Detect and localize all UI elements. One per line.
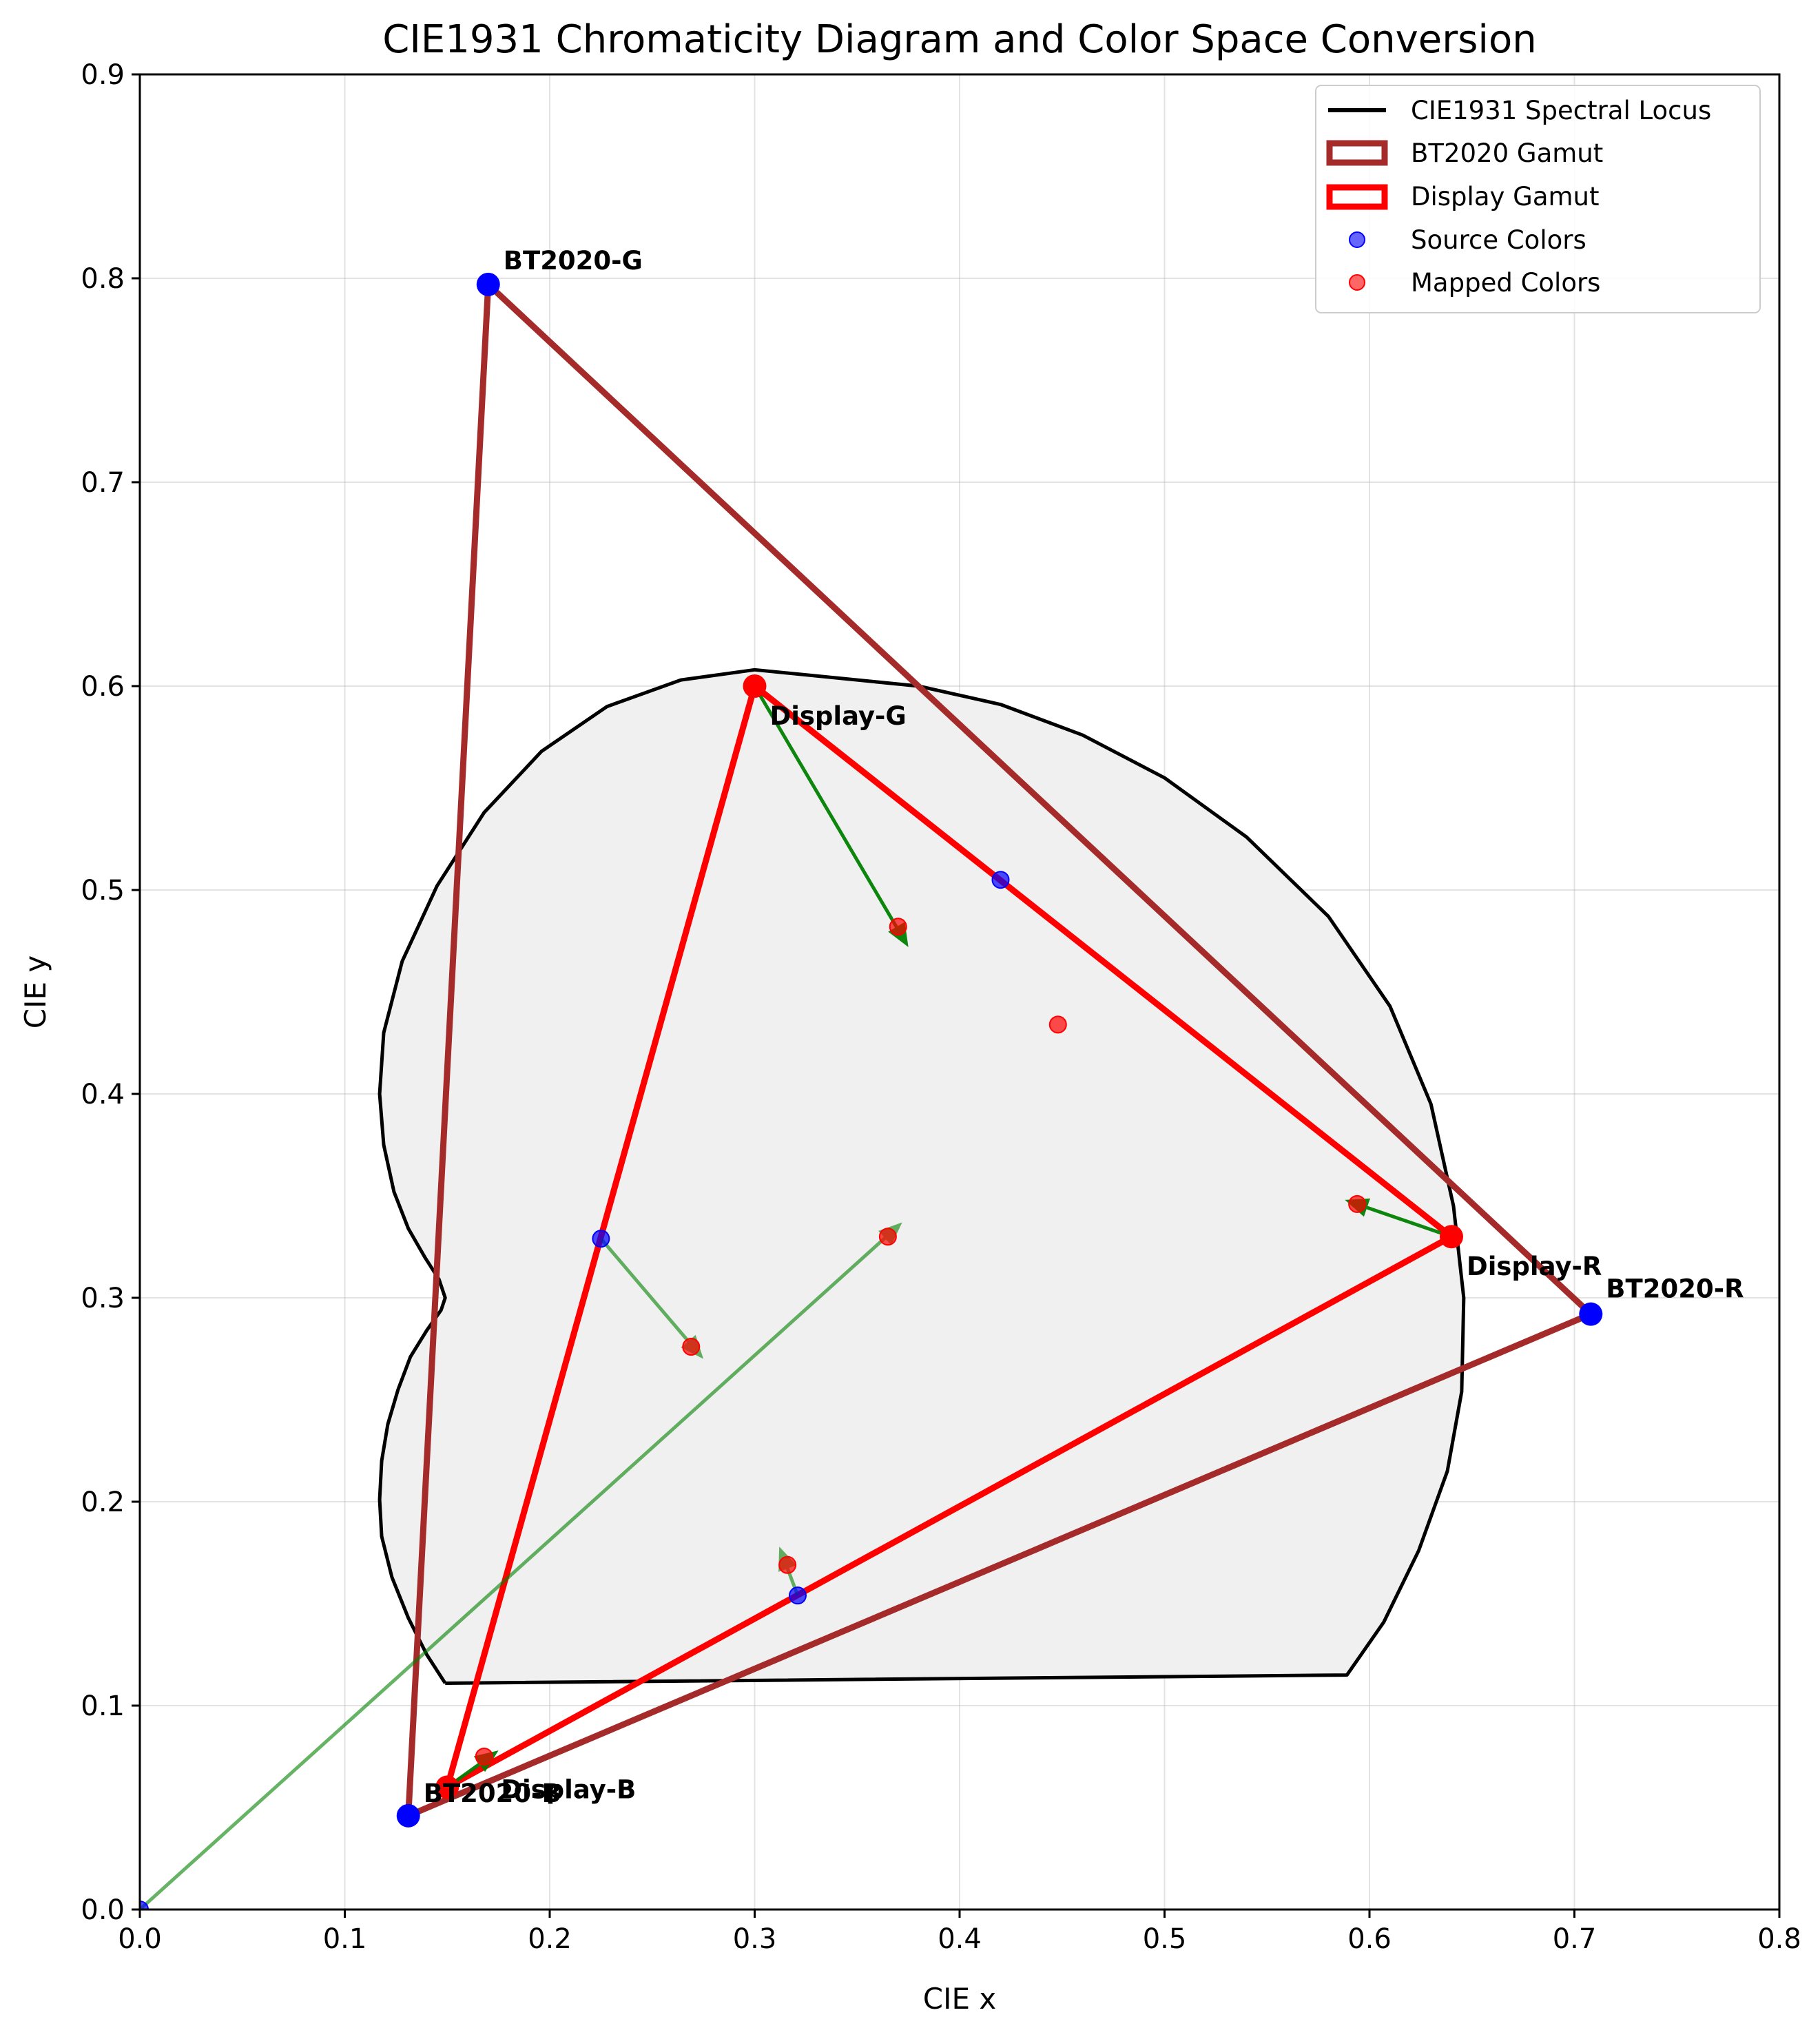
primary-label-display-b: Display-B (501, 1774, 636, 1804)
legend-swatch-display-gamut (1326, 184, 1388, 210)
x-tick-label-7: 0.7 (1553, 1923, 1597, 1955)
legend-swatch-bt2020-gamut (1326, 140, 1388, 166)
plot-area (140, 272, 1603, 1910)
legend-label-source-colors: Source Colors (1411, 225, 1586, 255)
primary-vertex-bt2020-r (1579, 1302, 1603, 1326)
mapped-color-point-7 (682, 1338, 701, 1356)
y-tick-label-6: 0.6 (81, 671, 125, 703)
primary-label-bt2020-r: BT2020-R (1606, 1274, 1744, 1304)
axis-ticks: 0.0 0.1 0.2 0.3 0.4 0.5 0.6 0.7 0.8 0.0 0.1 0.2 0.3 0… (81, 59, 1801, 1955)
mapped-color-point-3 (1348, 1194, 1367, 1213)
primary-vertex-display-g (743, 674, 767, 698)
y-tick-label-1: 0.1 (81, 1690, 125, 1722)
primary-vertex-bt2020-b (396, 1803, 420, 1828)
mapped-color-point-8 (778, 1555, 797, 1574)
mapped-color-point-6 (1048, 1015, 1067, 1034)
x-tick-label-1: 0.1 (323, 1923, 367, 1955)
primary-label-display-g: Display-G (770, 701, 907, 731)
source-color-point-7 (592, 1230, 610, 1248)
spectral-locus-fill (380, 670, 1464, 1684)
y-tick-label-8: 0.8 (81, 263, 125, 295)
primary-label-display-r: Display-R (1467, 1252, 1602, 1281)
y-tick-label-9: 0.9 (81, 59, 125, 91)
y-tick-label-5: 0.5 (81, 875, 125, 907)
legend-label-mapped-colors: Mapped Colors (1411, 268, 1600, 298)
primary-label-bt2020-g: BT2020-G (504, 246, 643, 276)
mapped-color-point-9 (878, 1228, 897, 1246)
primary-vertex-display-b (435, 1775, 459, 1799)
primary-label-bt2020-b: BT2020-B (424, 1779, 561, 1808)
legend-swatch-source-colors (1349, 231, 1365, 248)
legend-swatch-mapped-colors (1349, 274, 1365, 291)
y-tick-label-2: 0.2 (81, 1487, 125, 1518)
source-color-point-6 (991, 871, 1010, 889)
legend-label-bt2020-gamut: BT2020 Gamut (1411, 138, 1603, 168)
x-tick-label-2: 0.2 (528, 1923, 572, 1955)
mapped-color-point-4 (889, 918, 907, 936)
legend: CIE1931 Spectral Locus BT2020 Gamut Disp… (1315, 85, 1761, 313)
chart-title: CIE1931 Chromaticity Diagram and Color S… (382, 17, 1536, 62)
legend-label-spectral-locus: CIE1931 Spectral Locus (1411, 96, 1711, 125)
gamut-triangle-bt2020 (405, 281, 1594, 1819)
x-tick-label-8: 0.8 (1757, 1923, 1801, 1955)
x-tick-label-3: 0.3 (733, 1923, 777, 1955)
source-color-point-8 (788, 1586, 807, 1605)
source-color-point-9 (140, 1901, 149, 1910)
primary-vertex-bt2020-g (476, 272, 500, 296)
x-axis-label: CIE x (923, 1982, 996, 2016)
x-tick-label-6: 0.6 (1347, 1923, 1392, 1955)
conversion-arrow-5 (140, 1237, 887, 1910)
legend-label-display-gamut: Display Gamut (1411, 182, 1600, 211)
conversion-arrow-3 (599, 1237, 690, 1343)
y-axis-label: CIE y (19, 955, 52, 1028)
x-tick-label-0: 0.0 (118, 1923, 162, 1955)
y-tick-label-7: 0.7 (81, 467, 125, 499)
conversion-arrow-0 (1366, 1206, 1452, 1239)
x-tick-label-4: 0.4 (938, 1923, 982, 1955)
y-tick-label-3: 0.3 (81, 1283, 125, 1314)
primary-vertex-display-r (1440, 1225, 1463, 1249)
conversion-arrow-1 (753, 685, 898, 928)
y-tick-label-4: 0.4 (81, 1079, 125, 1110)
mapped-color-point-5 (475, 1748, 493, 1766)
y-tick-label-0: 0.0 (81, 1894, 125, 1926)
x-tick-label-5: 0.5 (1143, 1923, 1187, 1955)
primary-labels: BT2020-R BT2020-G BT2020-B Display-R Display… (424, 246, 1744, 1808)
legend-frame (1315, 85, 1761, 313)
